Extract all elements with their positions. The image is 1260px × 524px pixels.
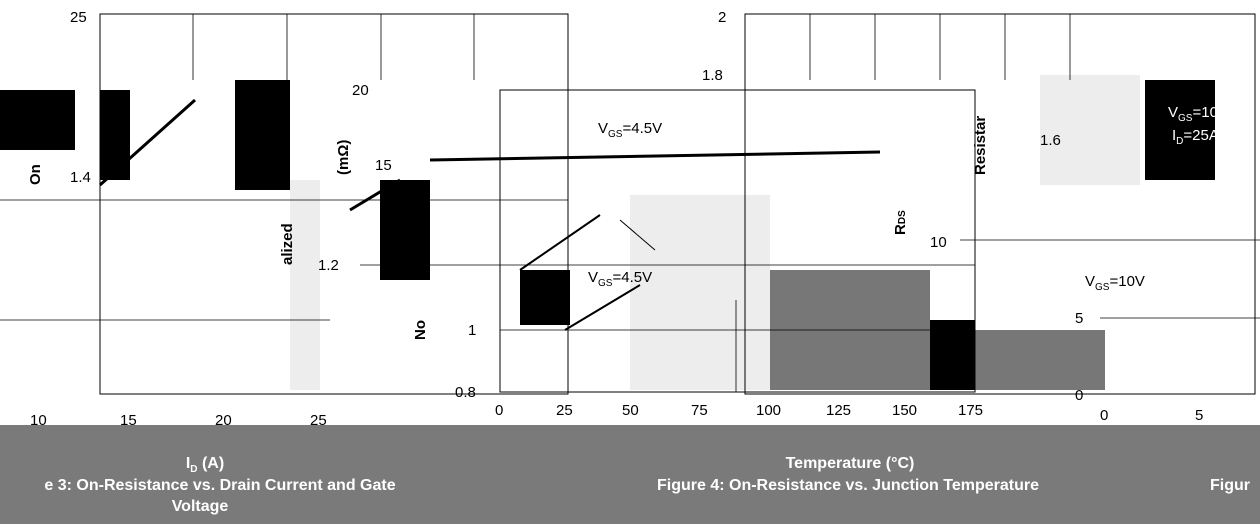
- y-tick: 10: [930, 234, 947, 251]
- x-tick: 20: [215, 412, 232, 429]
- curve: [519, 214, 601, 271]
- x-tick: 25: [310, 412, 327, 429]
- y-tick: 0.8: [455, 384, 476, 401]
- curve: [349, 178, 401, 212]
- y-tick: 1: [468, 322, 476, 339]
- block: [930, 320, 975, 390]
- x-tick: 125: [826, 402, 851, 419]
- caption-band: [0, 425, 1260, 524]
- axis-label: RDS: [892, 210, 909, 235]
- x-tick: 50: [622, 402, 639, 419]
- y-tick: 1.2: [318, 257, 339, 274]
- annotation: VGS=10V: [1085, 273, 1145, 293]
- caption: Figur: [1210, 477, 1250, 494]
- axis-label: (mΩ): [335, 140, 352, 175]
- x-tick: 0: [495, 402, 503, 419]
- x-tick: 150: [892, 402, 917, 419]
- block: [0, 90, 75, 150]
- block: [380, 180, 430, 280]
- x-tick: 75: [691, 402, 708, 419]
- axis-label: ID (A): [186, 455, 224, 475]
- axis-label: alized: [279, 223, 296, 265]
- grid: [0, 13, 1260, 395]
- curve: [98, 98, 197, 187]
- panel: [975, 330, 1105, 390]
- y-tick: 1.4: [70, 169, 91, 186]
- panel: [290, 180, 320, 390]
- arrow: [619, 219, 656, 251]
- x-tick: 0: [1100, 407, 1108, 424]
- x-tick: 175: [958, 402, 983, 419]
- annotation: VGS=4.5V: [588, 269, 652, 289]
- y-tick: 20: [352, 82, 369, 99]
- axis-label: Temperature (°C): [786, 455, 915, 472]
- panel: [630, 195, 770, 390]
- y-tick: 0: [1075, 387, 1083, 404]
- annotation: VGS=4.5V: [598, 120, 662, 140]
- y-tick: 1.8: [702, 67, 723, 84]
- y-tick: 15: [375, 157, 392, 174]
- annotation: VGS=10V: [1168, 104, 1228, 124]
- caption: Voltage: [172, 498, 229, 515]
- block: [235, 80, 290, 190]
- block: [1145, 80, 1215, 180]
- panel: [1040, 75, 1140, 185]
- x-tick: 5: [1195, 407, 1203, 424]
- y-tick: 5: [1075, 310, 1083, 327]
- y-tick: 2: [718, 9, 726, 26]
- curve: [564, 284, 641, 331]
- annotation: ID=25A: [1172, 127, 1219, 147]
- caption: Figure 4: On-Resistance vs. Junction Tem…: [657, 477, 1039, 494]
- x-tick: 10: [30, 412, 47, 429]
- axis-label: On: [27, 164, 44, 185]
- axis-label: Resistar: [972, 116, 989, 175]
- block: [520, 270, 570, 325]
- y-tick: 1.6: [1040, 132, 1061, 149]
- caption: e 3: On-Resistance vs. Drain Current and…: [44, 477, 395, 494]
- block: [100, 90, 130, 180]
- axis-label: No: [412, 320, 429, 340]
- x-tick: 25: [556, 402, 573, 419]
- y-tick: 25: [70, 9, 87, 26]
- x-tick: 100: [756, 402, 781, 419]
- curve: [429, 150, 881, 162]
- x-tick: 15: [120, 412, 137, 429]
